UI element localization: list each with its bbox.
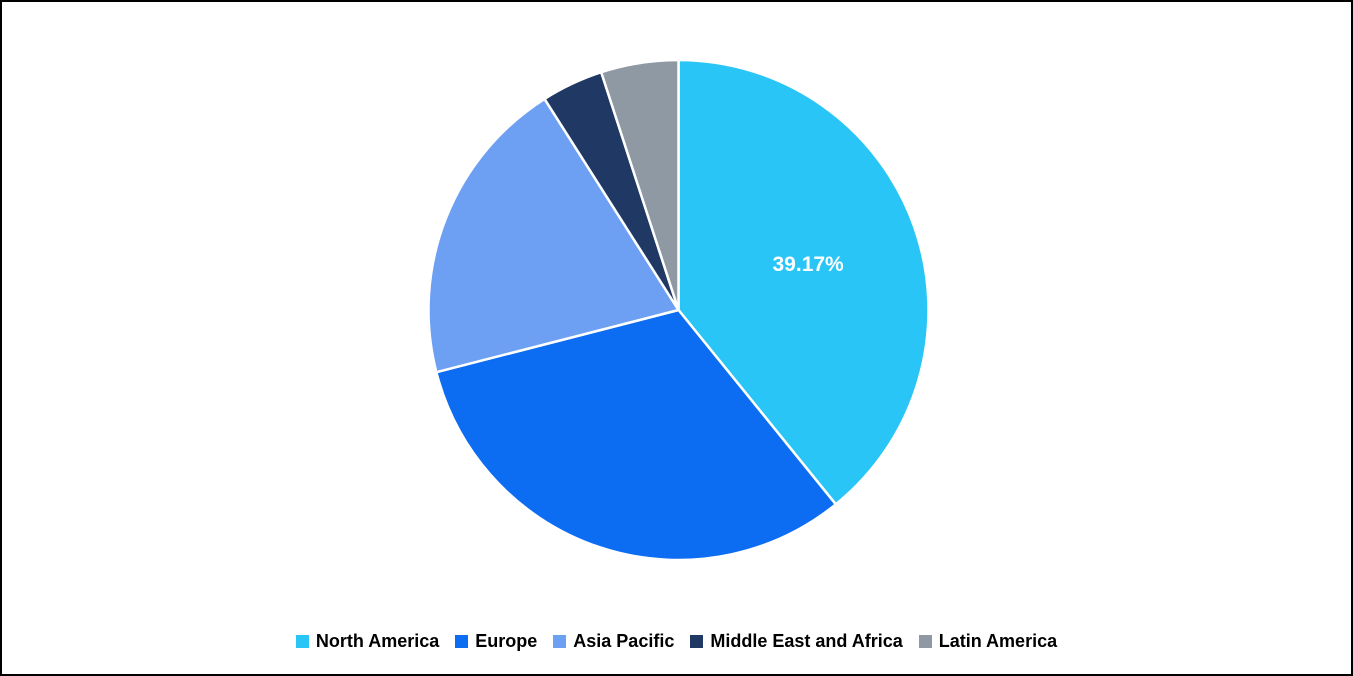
legend-label: Europe (475, 631, 538, 651)
pie-slice-latin-america (599, 58, 680, 312)
legend-item-europe: Europe (455, 631, 537, 652)
legend-swatch (295, 635, 309, 648)
pie-slice-north-america (677, 58, 930, 506)
legend-label: Latin America (938, 631, 1058, 651)
legend-item-latin-america: Latin America (918, 631, 1058, 652)
legend-label: Asia Pacific (573, 631, 675, 651)
legend-swatch (918, 635, 932, 648)
legend-swatch (553, 635, 567, 648)
chart-legend: North America Europe Asia Pacific Middle Ea… (2, 631, 1351, 652)
legend-item-north-america: North America (295, 631, 440, 652)
pie-chart: 39.17% (427, 58, 930, 562)
legend-label: North America (315, 631, 440, 651)
legend-swatch (455, 635, 469, 648)
legend-item-asia-pacific: Asia Pacific (553, 631, 674, 652)
pie-slice-asia-pacific (427, 97, 680, 374)
pie-slice-label: 39.17% (773, 253, 845, 276)
legend-swatch (690, 635, 704, 648)
legend-item-middle-east-and-africa: Middle East and Africa (690, 631, 903, 652)
pie-slice-europe (435, 308, 838, 562)
legend-label: Middle East and Africa (710, 631, 903, 651)
